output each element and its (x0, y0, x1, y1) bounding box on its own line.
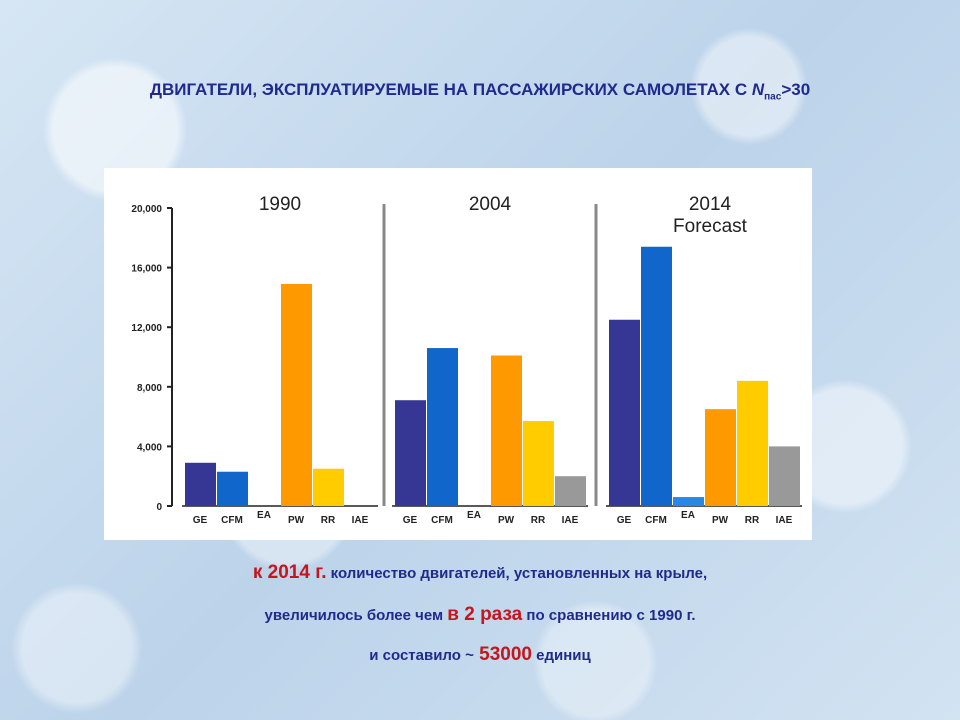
x-tick-label: GE (193, 515, 208, 526)
x-tick-label: RR (531, 515, 546, 526)
caption-total: 53000 (473, 644, 532, 665)
x-tick-label: IAE (776, 515, 793, 526)
bar-iae (769, 446, 800, 506)
y-tick-label: 12,000 (131, 323, 162, 334)
caption-line1-text: количество двигателей, установленных на … (326, 565, 708, 582)
y-tick-label: 16,000 (131, 264, 162, 275)
title-tail: >30 (781, 80, 811, 99)
panel-title: 1990 (259, 194, 301, 215)
bar-pw (281, 283, 312, 506)
slide-title: ДВИГАТЕЛИ, ЭКСПЛУАТИРУЕМЫЕ НА ПАССАЖИРСК… (0, 80, 960, 102)
x-tick-label: GE (403, 515, 418, 526)
bar-pw (705, 409, 736, 506)
engines-bar-chart: 0 4,000 8,000 12,000 16,000 20,000 1990 GE CFM EA… (131, 194, 802, 526)
x-tick-label: GE (617, 515, 632, 526)
bar-iae (555, 476, 586, 506)
caption-line2-text-a: увеличилось более чем (264, 607, 448, 624)
chart-panel: 0 4,000 8,000 12,000 16,000 20,000 1990 GE CFM EA… (104, 168, 812, 540)
bar-cfm (641, 246, 672, 506)
bar-ea (673, 497, 704, 506)
x-tick-label: IAE (562, 515, 579, 526)
bar-rr (737, 380, 768, 506)
caption-line3-text-a: и составило (369, 647, 466, 664)
caption-line3-text-d: единиц (531, 647, 591, 664)
caption-approx: ~ (465, 647, 474, 664)
x-tick-label: IAE (352, 515, 369, 526)
x-tick-label: CFM (645, 515, 667, 526)
y-tick-label: 8,000 (137, 383, 162, 394)
bar-cfm (427, 348, 458, 506)
panel-title: 2004 (469, 194, 512, 215)
y-tick-label: 4,000 (137, 442, 162, 453)
title-text: ДВИГАТЕЛИ, ЭКСПЛУАТИРУЕМЫЕ НА ПАССАЖИРСК… (149, 80, 752, 99)
x-tick-label: PW (498, 515, 515, 526)
bar-rr (523, 421, 554, 506)
x-tick-label: CFM (221, 515, 243, 526)
caption-line2-text-c: по сравнению с 1990 г. (522, 607, 696, 624)
x-tick-label: EA (467, 510, 481, 521)
x-tick-label: CFM (431, 515, 453, 526)
y-tick-label: 0 (156, 502, 162, 513)
x-tick-label: EA (681, 510, 695, 521)
y-tick-label: 20,000 (131, 204, 162, 215)
bar-ge (395, 400, 426, 506)
x-tick-label: RR (321, 515, 336, 526)
caption-factor: в 2 раза (447, 604, 523, 625)
bar-ge (185, 462, 216, 506)
bar-rr (313, 468, 344, 506)
caption-year: к 2014 г. (252, 562, 327, 583)
x-tick-label: PW (288, 515, 305, 526)
caption-line-3: и составило ~ 53000 единиц (0, 644, 960, 666)
caption-line-1: к 2014 г. количество двигателей, установ… (0, 562, 960, 584)
bar-pw (491, 355, 522, 506)
title-n: N (751, 80, 765, 99)
x-tick-label: RR (745, 515, 760, 526)
bar-cfm (217, 471, 248, 506)
panel-title: 2014 (689, 194, 732, 215)
panel-title: Forecast (673, 216, 748, 237)
x-tick-label: PW (712, 515, 729, 526)
bar-ge (609, 319, 640, 506)
title-sub: пас (764, 91, 782, 103)
x-tick-label: EA (257, 510, 271, 521)
caption-line-2: увеличилось более чем в 2 раза по сравне… (0, 604, 960, 626)
